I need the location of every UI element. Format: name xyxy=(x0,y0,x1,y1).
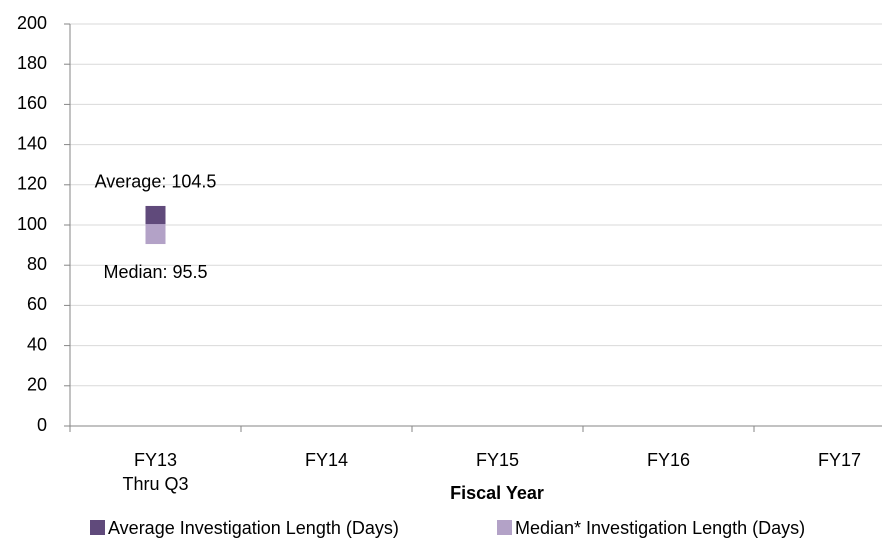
x-tick-label: FY16 xyxy=(647,450,690,470)
y-tick-label: 80 xyxy=(27,254,47,274)
y-tick-label: 20 xyxy=(27,375,47,395)
y-tick-label: 180 xyxy=(17,53,47,73)
marker xyxy=(145,224,166,245)
x-tick-label: FY14 xyxy=(305,450,348,470)
y-tick-label: 200 xyxy=(17,13,47,33)
legend-label: Average Investigation Length (Days) xyxy=(108,518,399,538)
y-tick-label: 120 xyxy=(17,174,47,194)
legend-label: Median* Investigation Length (Days) xyxy=(515,518,805,538)
y-tick-label: 160 xyxy=(17,93,47,113)
x-tick-label: FY15 xyxy=(476,450,519,470)
y-tick-label: 140 xyxy=(17,133,47,153)
y-tick-label: 60 xyxy=(27,294,47,314)
x-tick-label: FY13 Thru Q3 xyxy=(122,450,188,494)
y-tick-label: 40 xyxy=(27,334,47,354)
marker xyxy=(145,205,166,226)
data-label: Median: 95.5 xyxy=(103,262,207,282)
x-axis-title: Fiscal Year xyxy=(450,483,544,503)
y-tick-label: 0 xyxy=(37,415,47,435)
legend-swatch xyxy=(90,520,105,535)
y-tick-label: 100 xyxy=(17,214,47,234)
legend-swatch xyxy=(497,520,512,535)
x-tick-label: FY17 xyxy=(818,450,861,470)
data-label: Average: 104.5 xyxy=(95,172,217,192)
